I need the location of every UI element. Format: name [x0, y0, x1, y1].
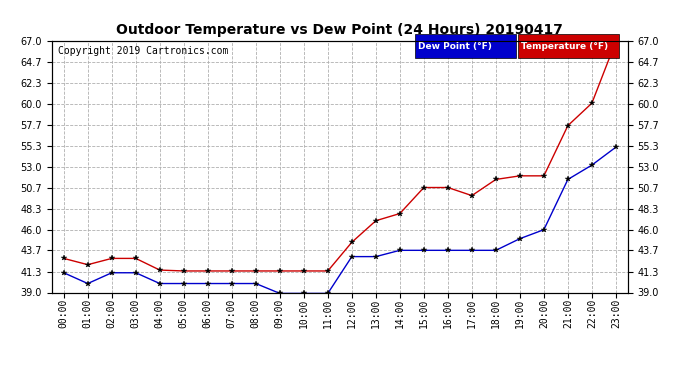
FancyBboxPatch shape [518, 34, 619, 58]
FancyBboxPatch shape [415, 34, 515, 58]
Text: Copyright 2019 Cartronics.com: Copyright 2019 Cartronics.com [57, 46, 228, 56]
Text: Dew Point (°F): Dew Point (°F) [417, 42, 491, 51]
Title: Outdoor Temperature vs Dew Point (24 Hours) 20190417: Outdoor Temperature vs Dew Point (24 Hou… [117, 23, 563, 37]
Text: Temperature (°F): Temperature (°F) [522, 42, 609, 51]
